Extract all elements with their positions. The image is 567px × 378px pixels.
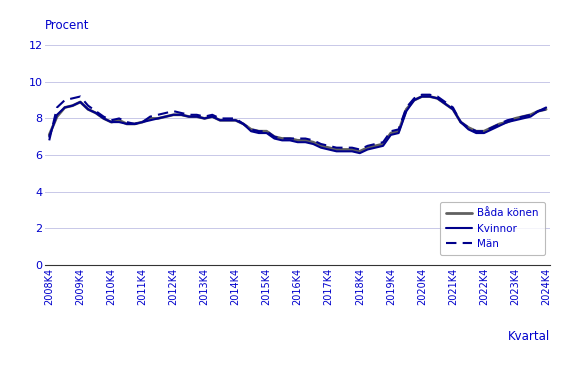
Båda könen	[302, 138, 309, 143]
Båda könen	[488, 125, 495, 130]
Kvinnor	[256, 131, 263, 135]
Män	[527, 113, 534, 117]
Män	[357, 147, 363, 152]
Line: Kvinnor: Kvinnor	[49, 96, 546, 153]
Båda könen	[162, 115, 169, 119]
Kvinnor	[527, 115, 534, 119]
Båda könen	[418, 94, 425, 99]
Line: Båda könen: Båda könen	[49, 96, 546, 151]
Män	[302, 136, 309, 141]
Män	[46, 138, 53, 143]
Män	[193, 113, 200, 117]
Legend: Båda könen, Kvinnor, Män: Båda könen, Kvinnor, Män	[439, 202, 545, 255]
Män	[543, 107, 549, 112]
Line: Män: Män	[49, 95, 546, 150]
Båda könen	[256, 129, 263, 133]
Båda könen	[193, 115, 200, 119]
Kvinnor	[418, 94, 425, 99]
Text: Procent: Procent	[45, 19, 90, 32]
Kvinnor	[162, 115, 169, 119]
Kvinnor	[488, 127, 495, 132]
Män	[488, 125, 495, 130]
Kvinnor	[357, 151, 363, 155]
Båda könen	[46, 133, 53, 137]
Båda könen	[543, 107, 549, 112]
Båda könen	[357, 149, 363, 153]
Män	[162, 111, 169, 115]
Kvinnor	[302, 140, 309, 144]
Båda könen	[527, 113, 534, 117]
Män	[418, 93, 425, 97]
Kvinnor	[543, 105, 549, 110]
Män	[256, 129, 263, 133]
Kvinnor	[46, 135, 53, 139]
Text: Kvartal: Kvartal	[507, 330, 550, 343]
Kvinnor	[193, 115, 200, 119]
